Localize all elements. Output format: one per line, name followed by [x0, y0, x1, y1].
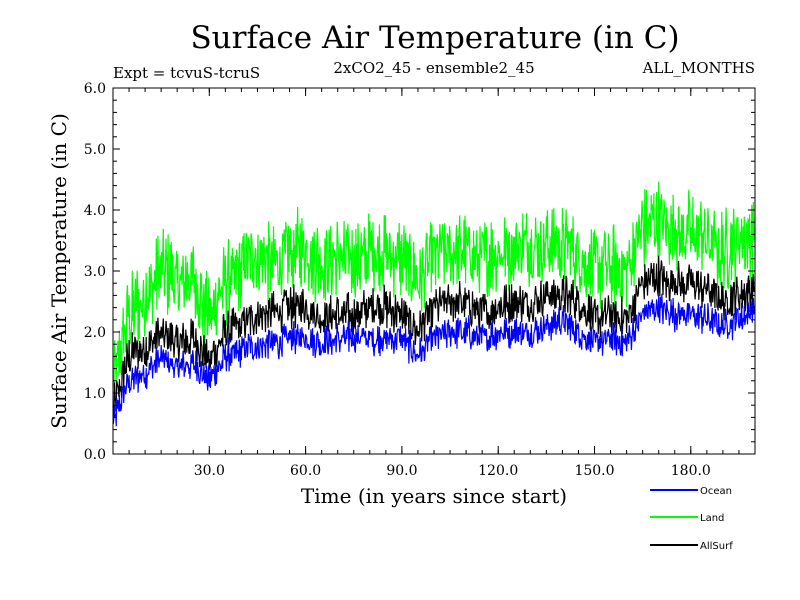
x-tick-label: 60.0	[290, 463, 321, 479]
x-tick-label: 90.0	[386, 463, 417, 479]
tick-layer: 0.0 1.0 2.0 3.0 4.0 5.0 6.0 30.0 60.0 90.0 120.0 15…	[84, 81, 756, 479]
ensemble-label: 2xCO2_45 - ensemble2_45	[333, 59, 534, 77]
y-tick-label: 1.0	[84, 386, 106, 402]
plot-area: 0.0 1.0 2.0 3.0 4.0 5.0 6.0 30.0 60.0 90.0 120.0 15…	[84, 81, 756, 479]
legend: Ocean Land AllSurf	[650, 486, 733, 552]
x-tick-label: 30.0	[194, 463, 225, 479]
y-tick-label: 0.0	[84, 447, 106, 463]
legend-label-allsurf: AllSurf	[700, 541, 733, 552]
y-tick-label: 6.0	[84, 81, 106, 97]
legend-label-ocean: Ocean	[700, 486, 732, 497]
y-tick-label: 5.0	[84, 142, 106, 158]
series-line-ocean	[112, 293, 756, 427]
series-line-allsurf	[112, 255, 756, 420]
experiment-label: Expt = tcvuS-tcruS	[113, 64, 260, 82]
x-tick-label: 180.0	[671, 463, 711, 479]
x-tick-label: 120.0	[478, 463, 518, 479]
months-label: ALL_MONTHS	[642, 59, 755, 77]
y-tick-label: 3.0	[84, 264, 106, 280]
series-line-land	[112, 181, 756, 389]
y-tick-label: 4.0	[84, 203, 106, 219]
series-layer	[112, 181, 756, 427]
x-tick-label: 150.0	[574, 463, 614, 479]
y-tick-label: 2.0	[84, 325, 106, 341]
legend-label-land: Land	[700, 513, 724, 524]
chart-title: Surface Air Temperature (in C)	[190, 20, 679, 56]
y-axis-label: Surface Air Temperature (in C)	[47, 113, 71, 429]
x-axis-label: Time (in years since start)	[301, 484, 567, 508]
